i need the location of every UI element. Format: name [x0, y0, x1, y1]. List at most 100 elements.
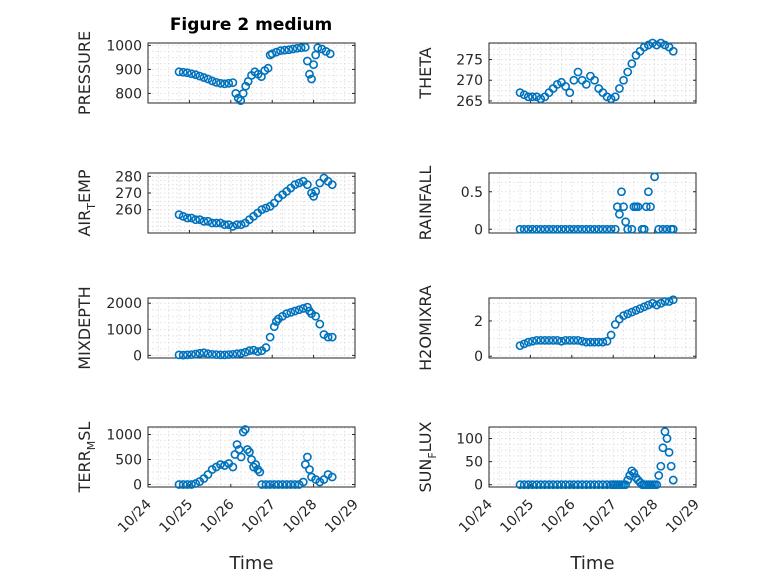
data-point [311, 311, 321, 321]
data-point [664, 297, 674, 306]
data-point [236, 452, 246, 462]
data-point [548, 224, 558, 234]
x-tick-label: 10/29 [322, 497, 362, 537]
data-point [633, 202, 643, 212]
data-point [300, 42, 310, 52]
data-point [240, 425, 250, 434]
subplot-h2omixra: 0 2 H2OMIXRA [416, 285, 697, 371]
data-point [276, 46, 285, 56]
data-point [536, 335, 546, 345]
data-point [552, 224, 562, 234]
y-axis-label: AIRTEMP [75, 169, 98, 236]
data-point [581, 337, 591, 347]
subplot-rainfall: 0 0.5 RAINFALL [416, 166, 697, 241]
data-point [327, 472, 337, 482]
data-point [178, 211, 188, 221]
figure-title: Figure 2 medium [170, 15, 332, 35]
y-axis-label: H2OMIXRA [416, 285, 435, 371]
data-point [532, 480, 542, 490]
data-point [294, 305, 304, 315]
subplot-pressure: 800 900 1000 PRESSURE [75, 31, 356, 115]
data-point [557, 336, 566, 346]
y-tick-label: 500 [115, 453, 142, 469]
y-axis-label-part: TERR [75, 450, 94, 493]
data-point [261, 203, 271, 213]
data-point [269, 480, 279, 489]
data-point [199, 348, 209, 358]
data-point [245, 346, 254, 356]
x-tick-label: 10/25 [156, 497, 196, 537]
data-point [623, 224, 633, 234]
x-tick-label: 10/24 [456, 496, 496, 536]
data-point [519, 480, 529, 490]
data-point [187, 480, 196, 489]
data-point [523, 224, 533, 234]
axes-box [488, 297, 697, 359]
data-point [590, 337, 599, 347]
data-point [199, 73, 209, 82]
data-point [664, 447, 674, 457]
data-point [528, 480, 537, 490]
y-tick-label: 2 [474, 314, 483, 330]
data-point [602, 224, 612, 234]
data-point [327, 332, 337, 342]
data-point [656, 461, 666, 471]
y-tick-label: 0 [474, 222, 483, 238]
data-point [203, 216, 213, 226]
data-point [224, 220, 234, 230]
data-point [652, 480, 662, 490]
data-point [598, 337, 608, 347]
data-point [548, 84, 558, 93]
data-point [292, 43, 302, 53]
data-point [232, 349, 242, 359]
data-point [586, 224, 595, 234]
data-point [187, 69, 196, 79]
data-point [216, 78, 225, 88]
data-point [233, 93, 243, 103]
y-axis-label-part: SUN [416, 459, 435, 493]
y-axis-label: SUNFLUX [416, 421, 439, 492]
data-point [288, 44, 298, 54]
data-point [573, 67, 583, 77]
data-point [228, 78, 238, 87]
data-point [619, 311, 628, 321]
y-tick-label: 1000 [106, 322, 142, 338]
y-axis-label-subscript: T [85, 203, 98, 211]
data-point [629, 468, 639, 478]
data-point [652, 40, 662, 50]
data-point [668, 295, 678, 305]
data-point [639, 224, 649, 234]
data-point [627, 224, 637, 234]
data-point [515, 88, 525, 98]
data-point [573, 224, 583, 234]
data-point [236, 348, 246, 358]
data-point [660, 40, 670, 50]
data-point [211, 350, 221, 360]
data-point [639, 42, 649, 52]
data-point [267, 49, 277, 59]
data-point [610, 320, 620, 329]
data-point [627, 59, 637, 69]
data-point [662, 224, 672, 234]
data-point [532, 224, 542, 234]
data-point [654, 471, 664, 480]
data-point [284, 45, 294, 55]
data-point [656, 38, 666, 48]
data-point [290, 480, 300, 489]
data-point [544, 88, 554, 98]
y-tick-label: 1000 [106, 38, 142, 54]
data-point [569, 335, 579, 345]
y-tick-label: 0 [474, 478, 483, 494]
axes-box [488, 42, 697, 104]
y-axis-label: RAINFALL [416, 166, 435, 241]
axes-box [147, 42, 356, 104]
subplot-terrmsl: 0 500 1000 10/24 10/25 10/26 10/27 10/28 10/29 Ti… [75, 422, 362, 574]
data-point [606, 224, 616, 234]
data-point [220, 220, 229, 230]
data-point [561, 224, 570, 234]
data-point [650, 172, 659, 182]
data-point [220, 79, 229, 89]
data-point [236, 220, 246, 230]
data-point [648, 38, 657, 48]
